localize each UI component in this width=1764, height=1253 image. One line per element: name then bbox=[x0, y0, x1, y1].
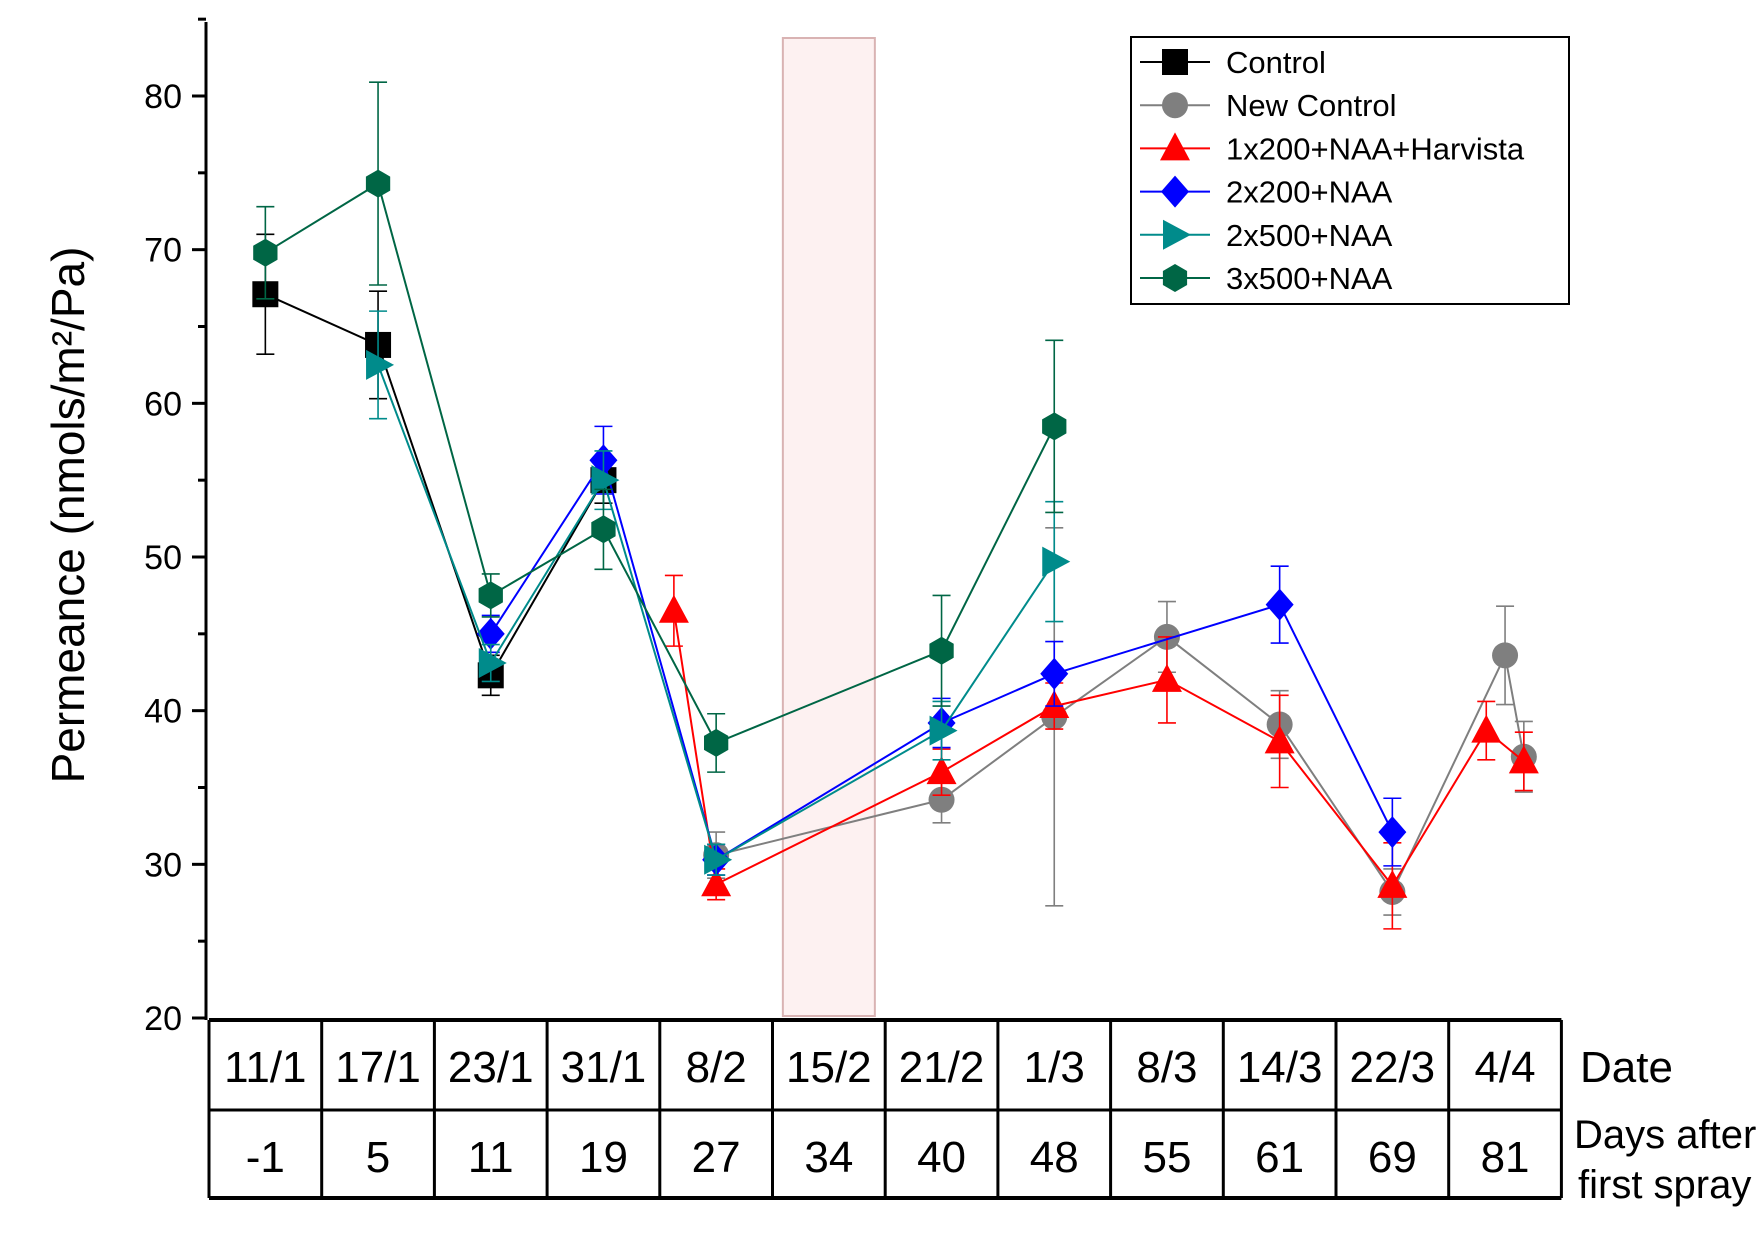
day-label: -1 bbox=[246, 1133, 285, 1182]
legend: Control New Control 1x200+NAA+Harvista 2x20… bbox=[1130, 36, 1570, 305]
marker-triangle bbox=[1264, 725, 1295, 754]
day-label: 27 bbox=[692, 1133, 741, 1182]
marker-hexagon bbox=[1162, 264, 1188, 292]
marker-hexagon bbox=[929, 636, 954, 665]
day-label: 55 bbox=[1142, 1133, 1191, 1182]
marker-circle bbox=[928, 786, 955, 813]
marker-hexagon bbox=[1042, 412, 1067, 441]
marker-hexagon bbox=[365, 169, 391, 198]
marker-diamond bbox=[1161, 175, 1189, 208]
legend-label: 2x500+NAA bbox=[1226, 218, 1393, 253]
highlight-band-layer bbox=[781, 37, 876, 1017]
marker-hexagon bbox=[704, 728, 729, 757]
day-label: 40 bbox=[917, 1133, 966, 1182]
day-label: 61 bbox=[1255, 1133, 1304, 1182]
marker-triangle bbox=[926, 756, 957, 785]
marker-triangle-right bbox=[366, 349, 395, 380]
series-control bbox=[252, 233, 617, 697]
legend-item: New Control bbox=[1140, 88, 1397, 123]
series-2x500-naa bbox=[366, 310, 1071, 876]
y-tick-label: 50 bbox=[144, 539, 182, 577]
marker-triangle bbox=[1151, 663, 1182, 692]
marker-triangle bbox=[1160, 132, 1190, 161]
date-label: 8/2 bbox=[686, 1043, 747, 1092]
marker-triangle bbox=[1508, 745, 1539, 774]
y-axis: 20 30 40 50 60 70 80 bbox=[144, 17, 208, 1038]
legend-item: Control bbox=[1140, 45, 1326, 80]
marker-triangle bbox=[658, 594, 689, 623]
row-title-line: first spray bbox=[1578, 1163, 1751, 1207]
y-tick-label: 30 bbox=[144, 846, 182, 884]
date-label: 14/3 bbox=[1237, 1043, 1323, 1092]
y-tick-label: 40 bbox=[144, 693, 182, 731]
marker-triangle bbox=[701, 868, 732, 897]
date-label: 31/1 bbox=[561, 1043, 647, 1092]
series-line bbox=[377, 364, 1056, 862]
legend-item: 1x200+NAA+Harvista bbox=[1140, 131, 1525, 166]
legend-label: 1x200+NAA+Harvista bbox=[1226, 131, 1525, 166]
marker-triangle-right bbox=[929, 715, 958, 746]
legend-label: 2x200+NAA bbox=[1226, 175, 1393, 210]
marker-triangle-right bbox=[1163, 219, 1191, 250]
series-3x500-naa bbox=[253, 81, 1067, 773]
marker-hexagon bbox=[591, 515, 616, 544]
day-label: 19 bbox=[579, 1133, 628, 1182]
day-label: 11 bbox=[468, 1133, 514, 1182]
y-tick-label: 20 bbox=[144, 1000, 182, 1038]
legend-item: 2x500+NAA bbox=[1140, 218, 1393, 253]
marker-triangle-right bbox=[478, 648, 507, 679]
y-axis-label: Permeance (nmols/m²/Pa) bbox=[42, 247, 94, 784]
date-label: 4/4 bbox=[1474, 1043, 1535, 1092]
marker-triangle-right bbox=[1042, 546, 1071, 577]
date-label: 17/1 bbox=[335, 1043, 421, 1092]
marker-diamond bbox=[1378, 816, 1407, 849]
legend-label: 3x500+NAA bbox=[1226, 261, 1393, 296]
table-row-title-days: Days after first spray bbox=[1574, 1113, 1756, 1207]
day-label: 34 bbox=[804, 1133, 853, 1182]
table-row-title-date: Date bbox=[1580, 1043, 1673, 1092]
series-layer bbox=[252, 81, 1539, 930]
y-tick-label: 80 bbox=[144, 78, 182, 116]
date-label: 21/2 bbox=[899, 1043, 985, 1092]
day-label: 48 bbox=[1030, 1133, 1079, 1182]
legend-item: 2x200+NAA bbox=[1140, 175, 1393, 210]
x-axis-table: 11/1 17/1 23/1 31/1 8/2 15/2 21/2 1/3 8/3 14/3 22/… bbox=[207, 1018, 1756, 1207]
series-line bbox=[264, 293, 605, 678]
marker-diamond bbox=[1265, 588, 1294, 621]
row-title-line: Days after bbox=[1574, 1113, 1756, 1157]
marker-circle bbox=[1492, 642, 1519, 669]
marker-circle bbox=[1162, 92, 1188, 119]
day-label: 81 bbox=[1481, 1133, 1530, 1182]
marker-square bbox=[1162, 49, 1188, 75]
marker-triangle bbox=[1377, 869, 1408, 898]
date-label: 22/3 bbox=[1350, 1043, 1436, 1092]
date-label: 8/3 bbox=[1136, 1043, 1197, 1092]
marker-diamond bbox=[1040, 657, 1069, 690]
date-label: 11/1 bbox=[224, 1043, 306, 1092]
y-tick-label: 60 bbox=[144, 385, 182, 423]
marker-triangle-right bbox=[704, 844, 733, 875]
date-label: 1/3 bbox=[1024, 1043, 1085, 1092]
legend-label: Control bbox=[1226, 45, 1326, 80]
day-label: 5 bbox=[366, 1133, 390, 1182]
date-label: 23/1 bbox=[448, 1043, 534, 1092]
marker-triangle-right bbox=[591, 465, 620, 496]
date-label: 15/2 bbox=[786, 1043, 872, 1092]
marker-hexagon bbox=[478, 581, 503, 610]
legend-box bbox=[1130, 36, 1570, 305]
marker-hexagon bbox=[253, 238, 278, 267]
series-line bbox=[715, 635, 1525, 895]
highlight-band bbox=[781, 37, 876, 1017]
marker-triangle bbox=[1471, 714, 1502, 743]
day-label: 69 bbox=[1368, 1133, 1417, 1182]
legend-label: New Control bbox=[1226, 88, 1397, 123]
y-tick-label: 70 bbox=[144, 232, 182, 270]
legend-item: 3x500+NAA bbox=[1140, 261, 1393, 296]
